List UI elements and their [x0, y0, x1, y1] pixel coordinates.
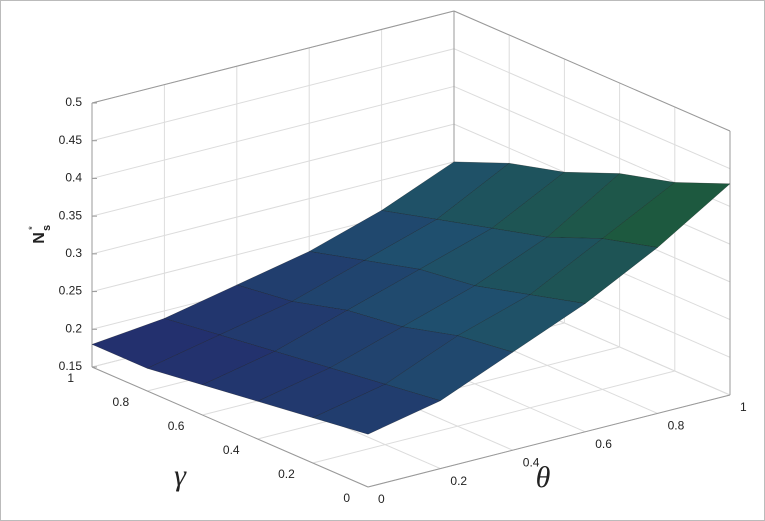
y-tick-label: 1 [67, 371, 74, 385]
z-label-base: N [31, 232, 48, 244]
y-tick-label: 0.2 [278, 467, 295, 481]
x-tick-label: 0.4 [523, 455, 540, 469]
grid-line [91, 161, 455, 255]
z-tick-label: 0.35 [59, 208, 83, 222]
x-tick-label: 0.8 [668, 419, 685, 433]
y-tick-label: 0.4 [223, 443, 240, 457]
grid-line [453, 48, 731, 170]
ticks: 0.15 0.2 0.25 0.3 0.35 0.4 0.45 0.5 0 0.2 0.4 0.6 0.… [59, 95, 747, 506]
z-label-sub: s [41, 225, 53, 231]
z-tick-label: 0.25 [59, 284, 83, 298]
grid-line [91, 85, 455, 179]
axis-line [453, 10, 731, 132]
z-tick-label: 0.5 [65, 95, 82, 109]
x-tick-label: 0.2 [450, 474, 467, 488]
z-label-sup: * [28, 226, 39, 230]
z-axis-label: N * s [28, 225, 53, 244]
surface-patch [312, 384, 441, 435]
surface [91, 161, 731, 435]
z-tick-label: 0.45 [59, 133, 83, 147]
z-tick-label: 0.4 [65, 171, 82, 185]
x-tick-label: 1 [740, 400, 747, 414]
y-tick-label: 0.6 [168, 419, 185, 433]
axis-line [367, 394, 731, 488]
y-axis-label: γ [174, 459, 187, 492]
z-tick-label: 0.2 [65, 321, 82, 335]
z-tick-label: 0.15 [59, 359, 83, 373]
x-tick-label: 0.6 [595, 437, 612, 451]
x-axis-label: θ [536, 461, 551, 494]
grid-line [91, 48, 455, 142]
grid-line [312, 370, 675, 464]
axis-line [91, 366, 369, 488]
x-tick-label: 0 [378, 492, 385, 506]
axis-line [91, 10, 455, 104]
y-tick-label: 0 [343, 491, 350, 505]
grid-line [91, 123, 455, 217]
y-tick-label: 0.8 [113, 395, 130, 409]
z-tick-label: 0.3 [65, 246, 82, 260]
